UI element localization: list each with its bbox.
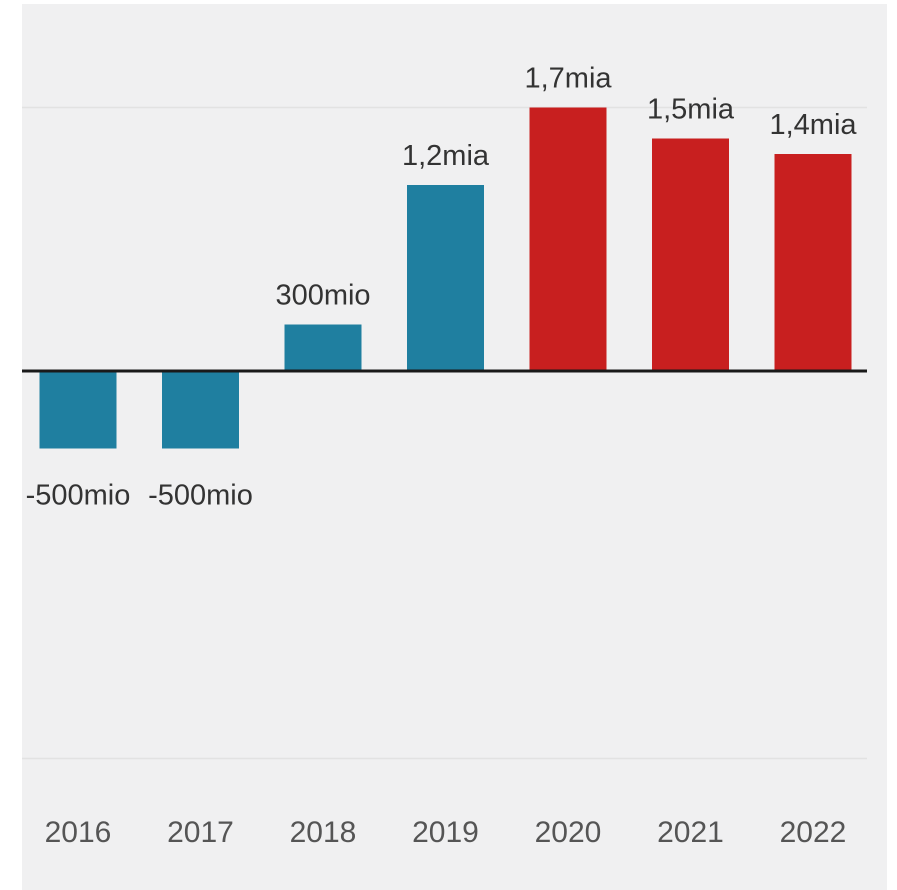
- x-axis-ticks: 2016 2017 2018 2019 2020 2021 2022: [45, 816, 847, 849]
- value-label-2016: -500mio: [26, 480, 131, 512]
- value-label-2018: 300mio: [275, 280, 370, 312]
- value-label-2020: 1,7mia: [524, 63, 612, 95]
- value-label-2017: -500mio: [148, 480, 253, 512]
- bar-2016: [39, 371, 117, 449]
- x-tick-2022: 2022: [780, 816, 847, 849]
- x-tick-2020: 2020: [535, 816, 602, 849]
- x-tick-2018: 2018: [290, 816, 357, 849]
- bars: [39, 107, 852, 449]
- chart-background: [22, 4, 887, 890]
- x-tick-2017: 2017: [167, 816, 234, 849]
- gridlines: [22, 106, 867, 760]
- bar-2022: [774, 154, 852, 371]
- x-tick-2019: 2019: [412, 816, 479, 849]
- value-labels: -500mio -500mio 300mio 1,2mia 1,7mia 1,5mia 1,…: [26, 63, 858, 512]
- bar-2021: [652, 138, 729, 371]
- bar-2020: [529, 107, 607, 371]
- bar-2018: [284, 324, 362, 371]
- x-tick-2016: 2016: [45, 816, 112, 849]
- value-label-2022: 1,4mia: [769, 109, 857, 141]
- bar-2017: [162, 371, 239, 449]
- value-label-2019: 1,2mia: [402, 140, 490, 172]
- value-label-2021: 1,5mia: [647, 94, 735, 126]
- x-tick-2021: 2021: [657, 816, 724, 849]
- bar-2019: [407, 185, 484, 371]
